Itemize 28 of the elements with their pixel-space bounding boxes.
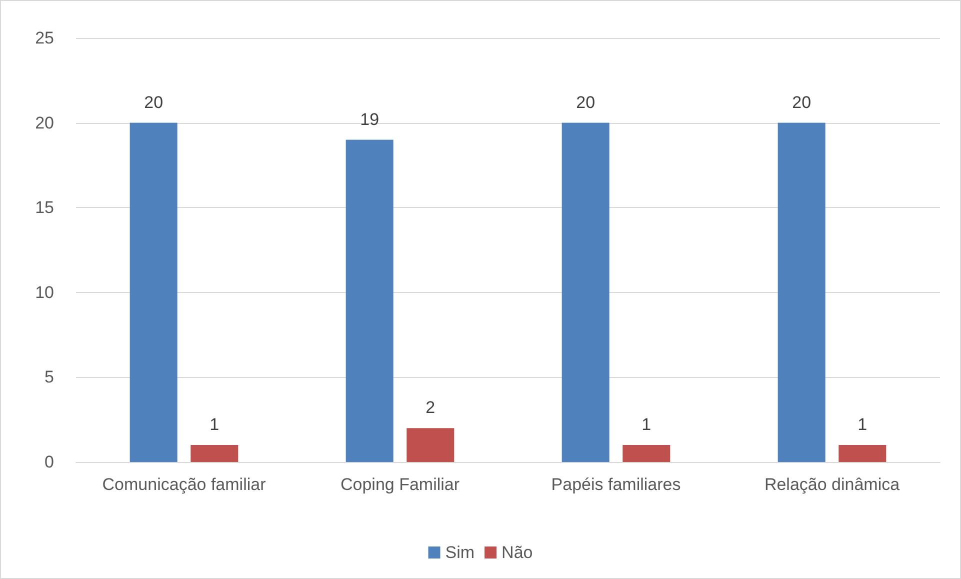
- data-label: 20: [792, 92, 812, 112]
- bar: [346, 140, 394, 462]
- legend-label: Não: [502, 543, 533, 562]
- x-tick-label: Papéis familiares: [551, 475, 681, 494]
- x-tick-label: Comunicação familiar: [102, 475, 266, 494]
- bar: [130, 122, 178, 462]
- data-label: 19: [360, 110, 380, 129]
- bar: [562, 122, 610, 462]
- x-tick-label: Relação dinâmica: [764, 475, 900, 494]
- data-label: 1: [210, 415, 220, 434]
- y-tick-label: 5: [44, 368, 54, 387]
- bar: [406, 428, 454, 462]
- y-tick-label: 20: [35, 113, 54, 132]
- legend-label: Sim: [445, 543, 475, 562]
- data-label: 20: [576, 92, 596, 112]
- y-tick-label: 0: [44, 452, 54, 472]
- data-label: 1: [858, 415, 868, 434]
- y-tick-label: 25: [35, 28, 54, 48]
- data-label: 2: [426, 398, 436, 418]
- y-tick-label: 15: [35, 198, 54, 218]
- x-tick-label: Coping Familiar: [340, 475, 460, 494]
- bar: [778, 122, 826, 462]
- y-tick-label: 10: [35, 282, 54, 302]
- bar: [622, 445, 670, 462]
- bar: [838, 445, 886, 462]
- data-label: 20: [144, 92, 164, 112]
- data-label: 1: [642, 415, 652, 434]
- bar: [190, 445, 238, 462]
